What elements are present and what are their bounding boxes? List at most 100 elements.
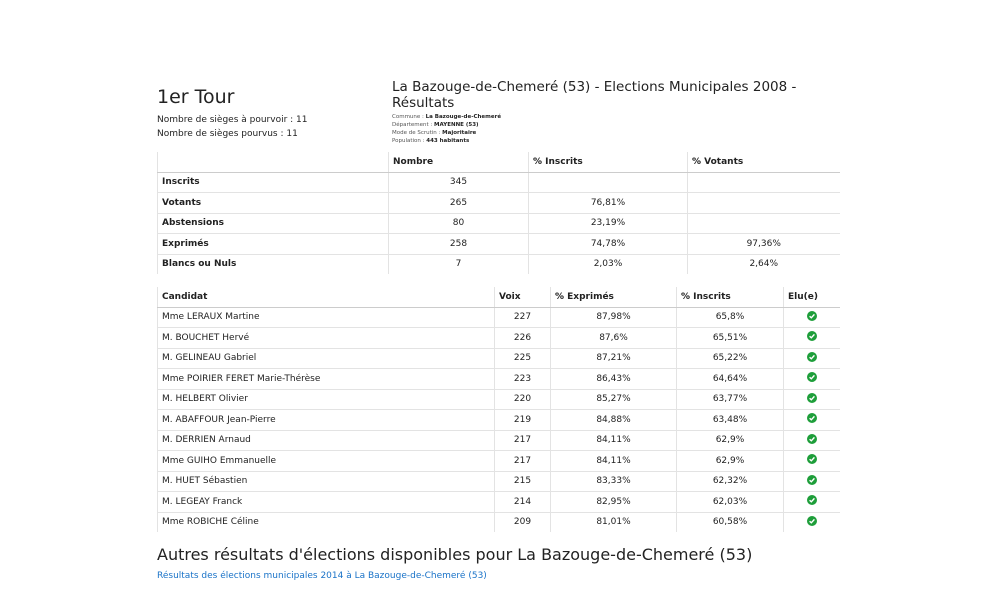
info-line: Département : MAYENNE (53) xyxy=(392,121,501,129)
elected-icon xyxy=(783,368,840,389)
row-label: Exprimés xyxy=(157,233,389,254)
header-row: Nombre% Inscrits% Votants xyxy=(157,152,840,173)
elected-icon xyxy=(783,491,840,512)
info-value: 443 habitants xyxy=(426,138,470,144)
cell: 226 xyxy=(494,327,551,348)
check-icon xyxy=(806,351,817,362)
column-header: Voix xyxy=(494,287,551,308)
table-row: M. ABAFFOUR Jean-Pierre 219 84,88% 63,48% xyxy=(157,409,840,430)
column-header: Elu(e) xyxy=(783,287,840,308)
cell xyxy=(687,212,840,234)
check-icon xyxy=(806,515,817,526)
column-header xyxy=(157,152,389,173)
cell xyxy=(528,171,688,193)
cell: 215 xyxy=(494,470,551,492)
table-row: Mme GUIHO Emmanuelle 217 84,11% 62,9% xyxy=(157,450,840,471)
check-icon xyxy=(806,495,817,506)
table-row: Exprimés 258 74,78% 97,36% xyxy=(157,233,840,254)
table-row: M. LEGEAY Franck 214 82,95% 62,03% xyxy=(157,491,840,512)
check-icon xyxy=(806,372,817,383)
cell: 217 xyxy=(494,450,551,471)
cell: 227 xyxy=(494,306,551,328)
table-row: M. DERRIEN Arnaud 217 84,11% 62,9% xyxy=(157,429,840,451)
cell: 225 xyxy=(494,347,551,369)
cell: 83,33% xyxy=(550,470,677,492)
cell: 220 xyxy=(494,388,551,410)
cell: 2,03% xyxy=(528,253,688,274)
summary-table: Nombre% Inscrits% Votants Inscrits 345 Vota… xyxy=(157,152,840,274)
cell: 65,8% xyxy=(676,306,784,328)
elected-icon xyxy=(783,327,840,348)
info-line: Mode de Scrutin : Majoritaire xyxy=(392,129,501,137)
cell: 62,03% xyxy=(676,491,784,512)
cell: 62,9% xyxy=(676,450,784,471)
row-label: Abstensions xyxy=(157,212,389,234)
table-row: M. BOUCHET Hervé 226 87,6% 65,51% xyxy=(157,327,840,348)
table-row: Abstensions 80 23,19% xyxy=(157,212,840,234)
row-label: M. ABAFFOUR Jean-Pierre xyxy=(157,409,495,430)
row-label: M. LEGEAY Franck xyxy=(157,491,495,512)
row-label: M. GELINEAU Gabriel xyxy=(157,347,495,369)
table-row: M. HELBERT Olivier 220 85,27% 63,77% xyxy=(157,388,840,410)
cell: 84,11% xyxy=(550,429,677,451)
cell: 7 xyxy=(388,253,529,274)
cell: 63,48% xyxy=(676,409,784,430)
table-row: Votants 265 76,81% xyxy=(157,192,840,213)
cell: 209 xyxy=(494,511,551,532)
cell: 87,21% xyxy=(550,347,677,369)
check-icon xyxy=(806,331,817,342)
cell: 87,98% xyxy=(550,306,677,328)
cell: 62,9% xyxy=(676,429,784,451)
elected-icon xyxy=(783,306,840,328)
candidates-table: Candidat Voix% Exprimés% Inscrits Elu(e) Mm… xyxy=(157,287,840,532)
check-icon xyxy=(806,433,817,444)
row-label: Mme LERAUX Martine xyxy=(157,306,495,328)
cell: 258 xyxy=(388,233,529,254)
info-block: Commune : La Bazouge-de-Chemeré Départeme… xyxy=(392,113,501,145)
column-header: Candidat xyxy=(157,287,495,308)
table-row: Mme POIRIER FERET Marie-Thérèse 223 86,43%… xyxy=(157,368,840,389)
row-label: Blancs ou Nuls xyxy=(157,253,389,274)
elected-icon xyxy=(783,388,840,410)
info-value: Majoritaire xyxy=(442,130,477,136)
cell: 76,81% xyxy=(528,192,688,213)
check-icon xyxy=(806,413,817,424)
seats-to-fill: Nombre de sièges à pourvoir : 11 xyxy=(157,115,308,125)
info-label: Commune : xyxy=(392,114,424,120)
elected-icon xyxy=(783,470,840,492)
row-label: Mme POIRIER FERET Marie-Thérèse xyxy=(157,368,495,389)
round-title: 1er Tour xyxy=(157,86,235,108)
row-label: Inscrits xyxy=(157,171,389,193)
table-row: Mme ROBICHE Céline 209 81,01% 60,58% xyxy=(157,511,840,532)
cell: 214 xyxy=(494,491,551,512)
elected-icon xyxy=(783,429,840,451)
check-icon xyxy=(806,392,817,403)
footer-link[interactable]: Résultats des élections municipales 2014… xyxy=(157,571,487,581)
cell: 74,78% xyxy=(528,233,688,254)
column-header: % Inscrits xyxy=(528,152,688,173)
cell: 87,6% xyxy=(550,327,677,348)
check-icon xyxy=(806,310,817,321)
cell: 223 xyxy=(494,368,551,389)
cell xyxy=(687,192,840,213)
table-row: Mme LERAUX Martine 227 87,98% 65,8% xyxy=(157,306,840,328)
elected-icon xyxy=(783,511,840,532)
cell: 82,95% xyxy=(550,491,677,512)
row-label: M. DERRIEN Arnaud xyxy=(157,429,495,451)
table-row: Inscrits 345 xyxy=(157,171,840,193)
check-icon xyxy=(806,454,817,465)
cell: 97,36% xyxy=(687,233,840,254)
table-row: Blancs ou Nuls 7 2,03% 2,64% xyxy=(157,253,840,274)
cell: 2,64% xyxy=(687,253,840,274)
info-line: Population : 443 habitants xyxy=(392,137,501,145)
info-label: Mode de Scrutin : xyxy=(392,130,441,136)
column-header: Nombre xyxy=(388,152,529,173)
cell: 86,43% xyxy=(550,368,677,389)
row-label: M. HUET Sébastien xyxy=(157,470,495,492)
table-row: M. GELINEAU Gabriel 225 87,21% 65,22% xyxy=(157,347,840,369)
cell: 345 xyxy=(388,171,529,193)
cell: 23,19% xyxy=(528,212,688,234)
footer-heading: Autres résultats d'élections disponibles… xyxy=(157,545,753,564)
cell: 64,64% xyxy=(676,368,784,389)
check-icon xyxy=(806,474,817,485)
